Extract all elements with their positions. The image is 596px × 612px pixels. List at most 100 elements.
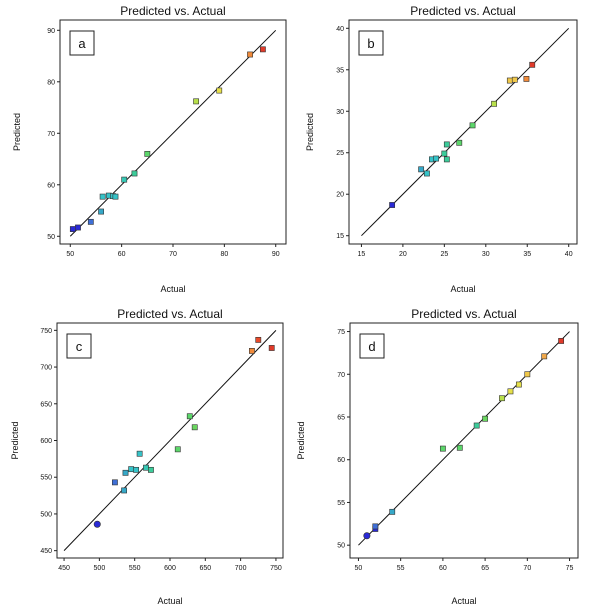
data-point <box>506 77 513 84</box>
plot-frame <box>349 322 579 559</box>
panel-label: c <box>76 339 83 354</box>
data-point <box>469 122 476 129</box>
y-tick-label: 15 <box>336 233 344 240</box>
y-axis-label: Predicted <box>305 113 315 151</box>
x-axis-label: Actual <box>450 284 475 294</box>
y-tick-label: 90 <box>47 28 55 35</box>
data-point <box>268 345 275 351</box>
x-tick-label: 70 <box>169 251 177 258</box>
x-tick-label: 80 <box>220 251 228 258</box>
x-tick-label: 500 <box>94 565 106 572</box>
y-axis-label: Predicted <box>10 421 20 459</box>
panel-c: Predicted vs. Actual Actual Predicted 450 50… <box>10 307 284 606</box>
x-tick-label: 750 <box>270 565 282 572</box>
data-point <box>193 98 200 105</box>
data-point <box>511 76 518 83</box>
y-tick-label: 750 <box>40 328 52 335</box>
y-tick-label: 25 <box>336 150 344 157</box>
x-axis-label: Actual <box>451 596 476 606</box>
data-point <box>128 466 135 473</box>
data-point <box>136 450 143 457</box>
data-point <box>443 156 450 163</box>
data-point <box>443 141 450 148</box>
data-point <box>191 424 198 431</box>
x-tick-label: 700 <box>235 565 247 572</box>
data-point <box>122 469 129 476</box>
x-tick-label: 15 <box>358 251 366 258</box>
x-tick-label: 90 <box>272 251 280 258</box>
y-tick-label: 50 <box>47 234 55 241</box>
identity-line <box>63 329 277 552</box>
panel-label: a <box>78 36 86 51</box>
panel-label-box <box>66 333 92 359</box>
data-point <box>473 422 480 429</box>
data-point <box>98 208 104 215</box>
y-axis-label: Predicted <box>296 421 306 459</box>
x-tick-label: 25 <box>440 251 448 258</box>
data-point <box>363 532 371 540</box>
x-tick-label: 65 <box>481 565 489 572</box>
y-tick-label: 75 <box>337 329 345 336</box>
data-point <box>499 395 505 402</box>
y-tick-label: 80 <box>47 79 55 86</box>
x-tick-label: 600 <box>164 565 176 572</box>
y-tick-label: 60 <box>337 457 345 464</box>
data-point <box>99 193 106 200</box>
data-point <box>121 487 127 494</box>
data-point <box>433 155 439 162</box>
x-tick-label: 650 <box>199 565 211 572</box>
data-point <box>174 446 181 453</box>
y-tick-label: 35 <box>336 67 344 74</box>
data-point <box>389 202 396 208</box>
y-tick-label: 20 <box>336 192 344 199</box>
x-tick-label: 70 <box>523 565 531 572</box>
data-point <box>112 479 118 486</box>
y-tick-label: 70 <box>47 131 55 138</box>
data-point <box>558 338 565 344</box>
data-point <box>249 348 255 354</box>
data-point <box>75 224 81 231</box>
x-tick-label: 450 <box>58 565 70 572</box>
data-point <box>255 336 262 343</box>
data-point <box>515 381 522 388</box>
data-point <box>87 218 94 225</box>
y-tick-label: 60 <box>47 182 55 189</box>
data-point <box>456 444 463 451</box>
x-tick-label: 60 <box>439 565 447 572</box>
data-point <box>529 61 536 68</box>
x-tick-label: 35 <box>523 251 531 258</box>
y-tick-label: 55 <box>337 500 345 507</box>
data-point <box>524 371 531 378</box>
panel-title: Predicted vs. Actual <box>410 4 515 18</box>
data-point <box>491 100 497 107</box>
data-point <box>456 139 463 146</box>
data-point <box>389 508 396 515</box>
x-tick-label: 30 <box>482 251 490 258</box>
data-point <box>148 466 154 473</box>
x-tick-label: 50 <box>355 565 363 572</box>
data-point <box>69 226 76 232</box>
panel-title: Predicted vs. Actual <box>411 307 516 321</box>
data-point <box>541 353 548 360</box>
x-tick-label: 20 <box>399 251 407 258</box>
data-point <box>247 51 253 58</box>
x-tick-label: 50 <box>66 251 74 258</box>
y-tick-label: 40 <box>336 26 344 33</box>
panel-d: Predicted vs. Actual Actual Predicted 50 55 6… <box>296 307 579 606</box>
panel-label-box <box>69 30 95 56</box>
data-point <box>482 415 489 422</box>
y-axis-label: Predicted <box>12 113 22 151</box>
y-tick-label: 650 <box>40 401 52 408</box>
panel-b: Predicted vs. Actual Actual Predicted 15 20 2… <box>305 4 578 294</box>
data-point <box>143 464 149 471</box>
data-point <box>216 87 223 94</box>
y-tick-label: 700 <box>40 365 52 372</box>
y-tick-label: 65 <box>337 415 345 422</box>
panel-label: d <box>368 339 375 354</box>
panel-a: Predicted vs. Actual Actual Predicted 50 60 7… <box>12 4 287 294</box>
y-tick-label: 450 <box>40 548 52 555</box>
x-tick-label: 60 <box>118 251 126 258</box>
x-tick-label: 40 <box>565 251 573 258</box>
data-point <box>441 150 448 157</box>
